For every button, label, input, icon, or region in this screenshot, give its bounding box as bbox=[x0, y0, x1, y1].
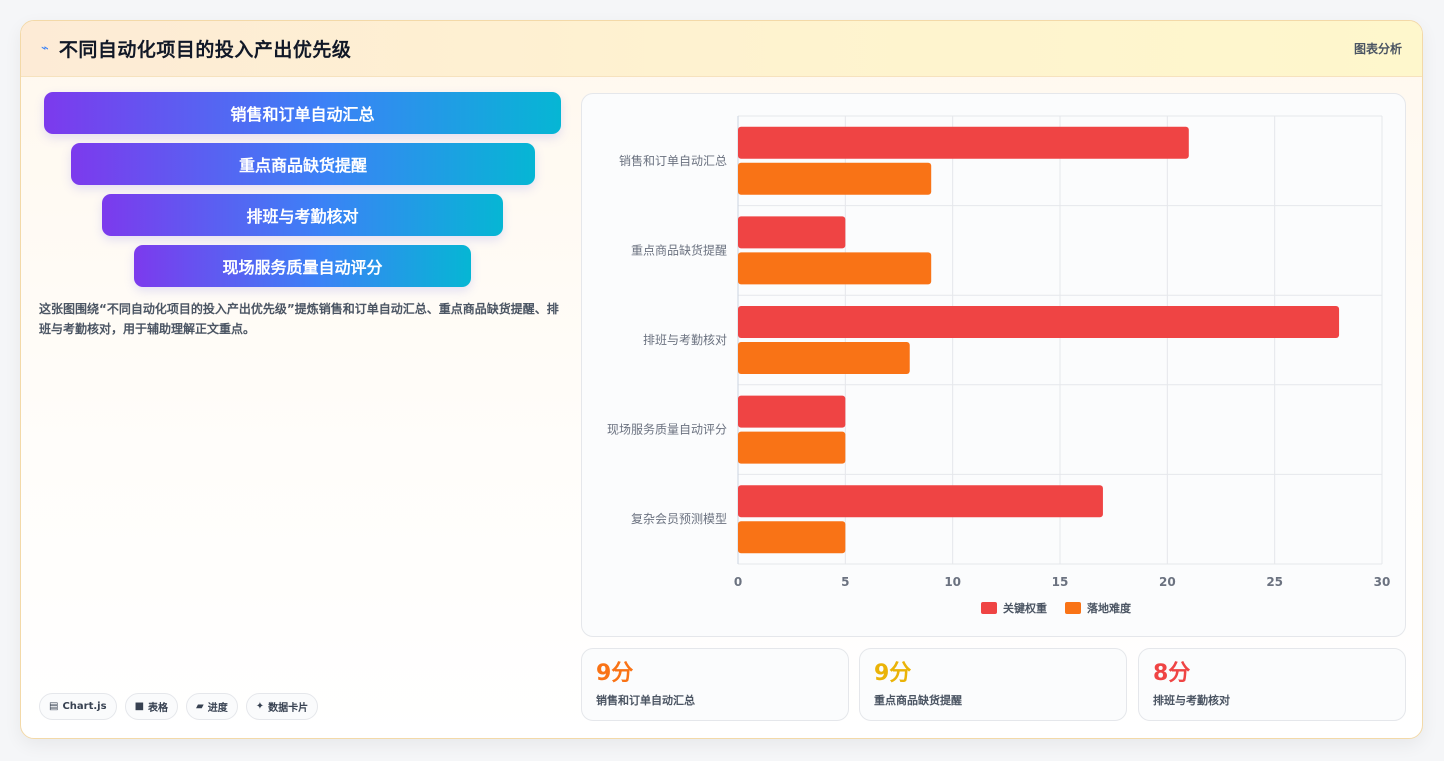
bar-chart: 销售和订单自动汇总重点商品缺货提醒排班与考勤核对现场服务质量自动评分复杂会员预测… bbox=[607, 115, 1391, 615]
funnel-item: 现场服务质量自动评分 bbox=[134, 245, 471, 287]
x-tick-label: 25 bbox=[1266, 575, 1283, 589]
kpi-label: 重点商品缺货提醒 bbox=[874, 694, 962, 707]
x-tick-label: 20 bbox=[1159, 575, 1176, 589]
y-tick-label: 排班与考勤核对 bbox=[643, 333, 727, 347]
table-icon: ■ bbox=[134, 701, 145, 712]
legend-swatch bbox=[1065, 602, 1081, 614]
y-tick-label: 复杂会员预测模型 bbox=[631, 512, 727, 526]
kpi-card: 8分 排班与考勤核对 bbox=[1138, 648, 1406, 721]
funnel-item: 重点商品缺货提醒 bbox=[71, 143, 535, 185]
bar-key-weight bbox=[738, 485, 1103, 518]
tag-list: ▤ Chart.js ■ 表格 ▰ 进度 ✦ 数据卡片 bbox=[39, 693, 319, 720]
bar-difficulty bbox=[738, 252, 932, 285]
tag-label: 表格 bbox=[148, 703, 169, 714]
bar-difficulty bbox=[738, 521, 846, 554]
bar-key-weight bbox=[738, 306, 1340, 338]
tag-data-card[interactable]: ✦ 数据卡片 bbox=[245, 693, 319, 720]
kpi-card: 9分 销售和订单自动汇总 bbox=[581, 648, 849, 721]
bar-difficulty bbox=[738, 431, 846, 464]
chart-icon: ▤ bbox=[49, 701, 59, 712]
x-tick-label: 0 bbox=[734, 575, 742, 589]
page-title: 不同自动化项目的投入产出优先级 bbox=[58, 39, 352, 61]
tag-label: 数据卡片 bbox=[268, 703, 309, 714]
x-tick-label: 15 bbox=[1052, 575, 1069, 589]
x-tick-label: 30 bbox=[1374, 575, 1391, 589]
bar-difficulty bbox=[738, 342, 910, 374]
tag-label: Chart.js bbox=[62, 701, 107, 712]
chart-panel: 销售和订单自动汇总重点商品缺货提醒排班与考勤核对现场服务质量自动评分复杂会员预测… bbox=[581, 93, 1406, 637]
card-header: ⌁ 不同自动化项目的投入产出优先级 图表分析 bbox=[21, 21, 1422, 77]
y-tick-label: 现场服务质量自动评分 bbox=[607, 422, 727, 437]
tag-chartjs[interactable]: ▤ Chart.js bbox=[39, 693, 117, 720]
tag-label: 进度 bbox=[207, 703, 228, 714]
kpi-value: 9分 bbox=[874, 661, 912, 686]
chart-card: ⌁ 不同自动化项目的投入产出优先级 图表分析 销售和订单自动汇总 重点商品缺货提… bbox=[20, 20, 1423, 739]
legend-swatch bbox=[981, 602, 997, 614]
bar-key-weight bbox=[738, 395, 846, 428]
line-chart-icon: ⌁ bbox=[41, 41, 49, 56]
legend-label: 关键权重 bbox=[1003, 601, 1047, 615]
sparkle-icon: ✦ bbox=[255, 701, 265, 712]
bar-key-weight bbox=[738, 216, 846, 249]
kpi-value: 8分 bbox=[1153, 661, 1191, 686]
bar-difficulty bbox=[738, 162, 932, 195]
description: 这张图围绕“不同自动化项目的投入产出优先级”提炼销售和订单自动汇总、重点商品缺货… bbox=[39, 302, 559, 336]
x-tick-label: 5 bbox=[841, 575, 849, 589]
kpi-card: 9分 重点商品缺货提醒 bbox=[859, 648, 1127, 721]
chart-analysis-label: 图表分析 bbox=[1353, 42, 1402, 56]
tag-table[interactable]: ■ 表格 bbox=[124, 693, 179, 720]
tag-progress[interactable]: ▰ 进度 bbox=[186, 693, 238, 720]
kpi-label: 销售和订单自动汇总 bbox=[596, 694, 695, 707]
legend-label: 落地难度 bbox=[1087, 601, 1132, 615]
progress-icon: ▰ bbox=[196, 701, 204, 712]
y-tick-label: 销售和订单自动汇总 bbox=[619, 153, 727, 168]
y-tick-label: 重点商品缺货提醒 bbox=[631, 242, 727, 257]
kpi-label: 排班与考勤核对 bbox=[1153, 694, 1230, 707]
funnel-item: 销售和订单自动汇总 bbox=[44, 92, 561, 134]
funnel-item: 排班与考勤核对 bbox=[102, 194, 503, 236]
x-tick-label: 10 bbox=[944, 575, 961, 589]
kpi-value: 9分 bbox=[596, 661, 634, 686]
bar-key-weight bbox=[738, 126, 1189, 159]
